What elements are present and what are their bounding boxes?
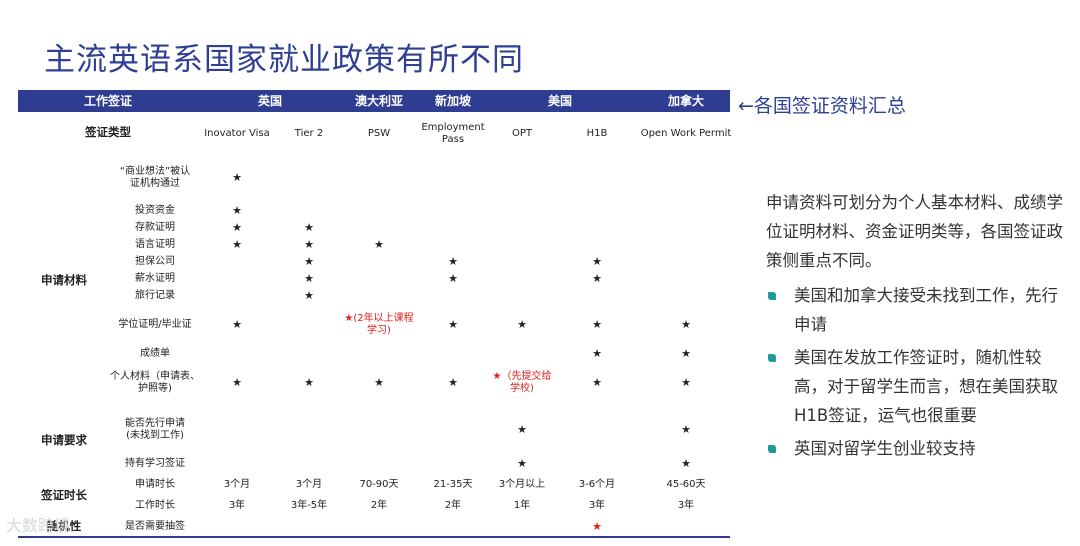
bullet-item: 英国对留学生创业较支持 [766,434,1066,463]
star-mark: ★ [374,376,384,389]
work-visa-header: 工作签证 [83,94,133,108]
psw-degree-note: ★(2年以上课程 学习) [344,313,414,336]
work-time-cell: 2年 [370,500,388,511]
visa-type: OPT [511,128,533,139]
visa-type: Tier 2 [294,128,324,139]
work-time-cell: 3年 [588,500,606,511]
visa-type: H1B [586,128,608,139]
star-mark: ★ [681,318,691,331]
group-requirements: 申请要求 [41,433,87,447]
star-mark: ★ [517,318,527,331]
item-business-idea: “商业想法”被认 证机构通过 [119,166,191,189]
panel-intro: 申请资料可划分为个人基本材料、成绩学位证明材料、资金证明类等，各国签证政策侧重点… [766,193,1063,270]
star-mark: ★ [592,272,602,285]
opt-personal-note: ★（先提交给 学校) [492,371,552,394]
item-lottery: 是否需要抽签 [125,521,185,532]
page-title: 主流英语系国家就业政策有所不同 [44,42,524,78]
star-mark: ★ [681,423,691,436]
bullet-icon [768,354,776,362]
country-australia: 澳大利亚 [354,94,404,108]
item-personal: 个人材料（申请表、 护照等) [110,371,200,394]
apply-time-cell: 21-35天 [433,479,473,490]
star-mark: ★ [304,272,314,285]
visa-type: Open Work Permit [640,128,732,139]
star-mark: ★ [448,272,458,285]
star-mark: ★ [304,289,314,302]
item-deposit: 存款证明 [135,222,175,233]
star-mark: ★ [448,318,458,331]
country-canada: 加拿大 [667,94,705,108]
star-mark: ★ [681,457,691,470]
group-materials: 申请材料 [41,273,87,287]
country-usa: 美国 [547,94,573,108]
lottery-star: ★ [592,520,602,533]
summary-label: ←各国签证资料汇总 [738,95,906,117]
item-apply-time: 申请时长 [135,479,175,490]
star-mark: ★ [232,318,242,331]
visa-type-label: 签证类型 [85,125,131,139]
star-mark: ★ [448,376,458,389]
star-mark: ★ [681,347,691,360]
work-time-cell: 1年 [513,500,531,511]
star-mark: ★ [592,318,602,331]
apply-time-cell: 70-90天 [359,479,399,490]
star-mark: ★ [592,255,602,268]
item-apply-first: 能否先行申请 (未找到工作) [125,418,185,441]
item-work-time: 工作时长 [135,500,175,511]
star-mark: ★ [517,423,527,436]
item-travel: 旅行记录 [135,290,175,301]
table-bottom-rule [18,536,730,538]
apply-time-cell: 3-6个月 [578,479,616,490]
visa-type: Employment Pass [421,122,485,145]
work-time-cell: 3年-5年 [290,500,328,511]
star-mark: ★ [304,238,314,251]
country-uk: 英国 [257,94,283,108]
visa-type: PSW [367,128,391,139]
star-mark: ★ [374,238,384,251]
item-sponsor: 担保公司 [135,256,175,267]
work-time-cell: 3年 [677,500,695,511]
star-mark: ★ [304,376,314,389]
star-mark: ★ [232,221,242,234]
star-mark: ★ [304,221,314,234]
star-mark: ★ [232,171,242,184]
star-mark: ★ [517,457,527,470]
bullet-text: 美国在发放工作签证时，随机性较高，对于留学生而言，想在美国获取H1B签证，运气也… [794,348,1058,425]
apply-time-cell: 3个月以上 [498,479,546,490]
bullet-item: 美国在发放工作签证时，随机性较高，对于留学生而言，想在美国获取H1B签证，运气也… [766,343,1066,430]
star-mark: ★ [232,204,242,217]
item-investment: 投资资金 [135,205,175,216]
star-mark: ★ [592,376,602,389]
item-degree: 学位证明/毕业证 [118,319,192,330]
star-mark: ★ [232,238,242,251]
item-salary: 薪水证明 [135,273,175,284]
group-duration: 签证时长 [41,488,87,502]
bullet-icon [768,292,776,300]
work-time-cell: 3年 [228,500,246,511]
bullet-icon [768,445,776,453]
star-mark: ★ [304,255,314,268]
star-mark: ★ [448,255,458,268]
work-time-cell: 2年 [444,500,462,511]
bullet-text: 美国和加拿大接受未找到工作，先行申请 [794,286,1058,334]
apply-time-cell: 45-60天 [666,479,706,490]
visa-type: Inovator Visa [204,128,270,139]
star-mark: ★ [681,376,691,389]
watermark-logo: 大数跨境 [6,516,71,535]
country-singapore: 新加坡 [434,94,472,108]
explanation-panel: 申请资料可划分为个人基本材料、成绩学位证明材料、资金证明类等，各国签证政策侧重点… [766,188,1066,467]
apply-time-cell: 3个月 [295,479,323,490]
item-student-visa: 持有学习签证 [125,458,185,469]
item-transcript: 成绩单 [140,348,170,359]
bullet-item: 美国和加拿大接受未找到工作，先行申请 [766,281,1066,339]
star-mark: ★ [592,347,602,360]
group-randomness: 随机性 [46,519,82,533]
star-mark: ★ [232,376,242,389]
header-band: 工作签证 英国 澳大利亚 新加坡 美国 加拿大 [18,90,730,112]
item-language: 语言证明 [135,239,175,250]
bullet-text: 英国对留学生创业较支持 [794,439,976,458]
apply-time-cell: 3个月 [223,479,251,490]
